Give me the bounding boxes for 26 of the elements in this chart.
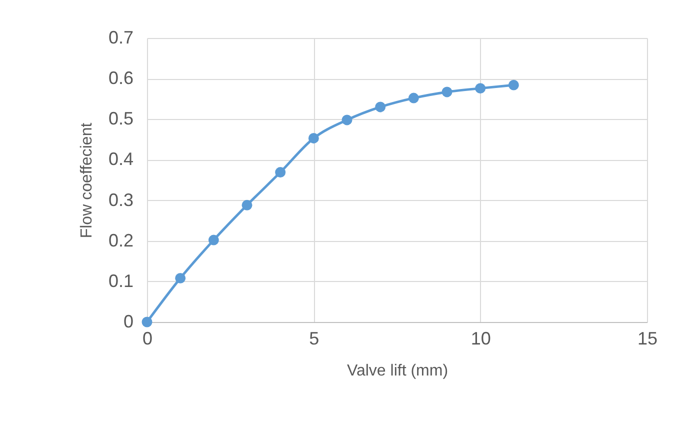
- point: [508, 80, 519, 90]
- y-tick-label: 0.1: [108, 270, 134, 291]
- x-axis-title: Valve lift (mm): [346, 362, 448, 380]
- y-tick-label: 0.6: [108, 68, 134, 88]
- y-tick-label: 0.4: [108, 149, 134, 170]
- y-tick-label: 0.7: [108, 28, 134, 48]
- point: [475, 83, 486, 94]
- point: [275, 167, 286, 178]
- point: [208, 234, 219, 246]
- x-tick-label: 0: [142, 328, 153, 348]
- x-tick-label: 5: [309, 328, 320, 348]
- y-tick-label: 0.3: [108, 190, 134, 210]
- y-axis-title: Flow coeffecient: [78, 122, 96, 238]
- x-tick-label: 10: [470, 328, 491, 348]
- point: [242, 200, 252, 210]
- y-tick-label: 0: [123, 312, 134, 332]
- y-tick-label: 0.5: [108, 108, 134, 129]
- point: [175, 272, 186, 284]
- point: [442, 86, 452, 98]
- point: [342, 114, 352, 126]
- point: [375, 102, 386, 112]
- point: [308, 132, 319, 144]
- point: [142, 316, 152, 328]
- point: [408, 92, 419, 104]
- y-tick-label: 0.2: [108, 230, 134, 250]
- x-tick-label: 15: [637, 328, 658, 348]
